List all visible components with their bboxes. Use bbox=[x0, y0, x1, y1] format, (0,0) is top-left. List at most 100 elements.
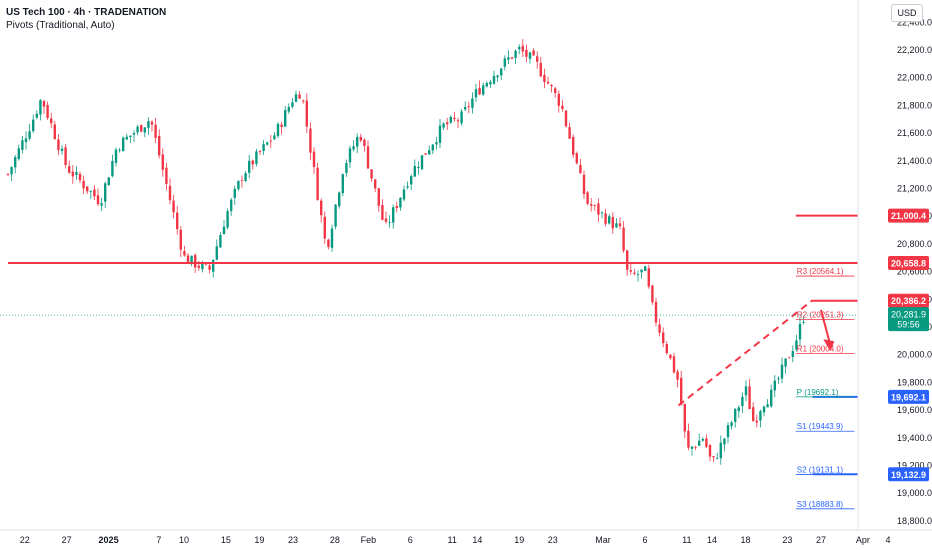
candle-body bbox=[78, 173, 82, 181]
indicator-label[interactable]: Pivots (Traditional, Auto) bbox=[6, 20, 115, 31]
candle-body bbox=[276, 124, 280, 137]
candle-body bbox=[701, 439, 704, 441]
price-tick-label: 21,400.0 bbox=[897, 156, 932, 166]
candle-body bbox=[50, 118, 53, 124]
candle-body bbox=[136, 126, 139, 133]
candle-body bbox=[82, 180, 85, 189]
candle-body bbox=[96, 195, 100, 205]
candle-body bbox=[280, 124, 283, 128]
candle-body bbox=[521, 45, 524, 52]
candle-body bbox=[86, 186, 89, 192]
candle-body bbox=[478, 87, 481, 95]
candle-body bbox=[665, 344, 668, 354]
candle-body bbox=[64, 147, 67, 166]
price-tag bbox=[888, 208, 929, 223]
candle-body bbox=[68, 166, 71, 173]
candle-body bbox=[388, 222, 391, 224]
pivot-label-s1: S1 (19443.9) bbox=[797, 422, 844, 431]
price-tag-label: 20,386.2 bbox=[891, 296, 926, 306]
pivot-label-r2: R2 (20251.3) bbox=[797, 310, 844, 319]
candle-body bbox=[730, 422, 733, 427]
time-tick-label: 27 bbox=[816, 535, 826, 545]
candle-body bbox=[305, 100, 308, 127]
candle-body bbox=[618, 223, 622, 227]
candle-body bbox=[316, 167, 319, 201]
candle-body bbox=[726, 425, 730, 438]
candle-body bbox=[532, 50, 535, 56]
candle-body bbox=[662, 332, 665, 344]
candle-body bbox=[420, 155, 424, 170]
candle-body bbox=[111, 161, 114, 177]
candle-body bbox=[723, 438, 726, 445]
candle-body bbox=[449, 116, 452, 123]
candle-body bbox=[147, 121, 150, 128]
time-tick-label: 2025 bbox=[99, 535, 119, 545]
candle-body bbox=[528, 52, 532, 59]
candle-body bbox=[273, 135, 276, 140]
candle-body bbox=[640, 269, 643, 273]
candle-body bbox=[737, 407, 740, 412]
candle-body bbox=[222, 226, 226, 235]
currency-button[interactable]: USD bbox=[891, 4, 923, 22]
candle-body bbox=[514, 50, 517, 58]
candle-body bbox=[46, 105, 49, 118]
price-tag-label: 20,658.8 bbox=[891, 258, 926, 268]
candle-body bbox=[755, 420, 758, 423]
candle-body bbox=[611, 217, 614, 229]
price-tick-label: 19,800.0 bbox=[897, 377, 932, 387]
candle-body bbox=[35, 113, 38, 118]
candlestick-series bbox=[6, 38, 805, 465]
time-tick-label: 27 bbox=[62, 535, 72, 545]
candle-body bbox=[712, 456, 715, 458]
price-tick-label: 19,600.0 bbox=[897, 405, 932, 415]
candle-body bbox=[446, 122, 449, 125]
candle-body bbox=[561, 105, 564, 110]
candle-body bbox=[154, 124, 157, 138]
candle-body bbox=[759, 411, 762, 421]
time-tick-label: 14 bbox=[472, 535, 482, 545]
candle-body bbox=[622, 227, 625, 251]
candle-body bbox=[143, 127, 146, 133]
time-tick-label: 6 bbox=[642, 535, 647, 545]
price-tick-label: 22,000.0 bbox=[897, 73, 932, 83]
candle-body bbox=[453, 117, 456, 120]
time-tick-label: 28 bbox=[330, 535, 340, 545]
candle-body bbox=[255, 151, 258, 164]
candle-body bbox=[28, 131, 31, 139]
candle-body bbox=[705, 438, 708, 447]
time-tick-label: 23 bbox=[548, 535, 558, 545]
candle-body bbox=[593, 204, 596, 206]
candle-body bbox=[298, 94, 301, 99]
candle-body bbox=[575, 153, 578, 164]
price-tick-label: 20,800.0 bbox=[897, 239, 932, 249]
candle-body bbox=[395, 205, 398, 208]
time-tick-label: 6 bbox=[408, 535, 413, 545]
last-price-value: 20,281.9 bbox=[891, 310, 926, 320]
candle-body bbox=[460, 111, 463, 124]
time-tick-label: 23 bbox=[288, 535, 298, 545]
candle-body bbox=[402, 189, 406, 200]
candle-body bbox=[237, 180, 240, 190]
candle-body bbox=[654, 301, 658, 323]
candle-body bbox=[752, 407, 755, 422]
candle-body bbox=[374, 179, 377, 189]
forecast-arrow-head bbox=[823, 339, 835, 352]
candle-body bbox=[179, 229, 182, 250]
candle-body bbox=[251, 160, 254, 165]
forecast-arrow-shaft bbox=[819, 309, 831, 342]
candle-body bbox=[482, 85, 485, 95]
candle-body bbox=[417, 166, 420, 168]
candle-body bbox=[456, 120, 460, 122]
candle-body bbox=[377, 188, 380, 206]
candle-body bbox=[392, 207, 395, 223]
candle-body bbox=[615, 223, 618, 228]
time-axis: 22 27 2025 7 10 15 19 23 28 Feb 6 11 14 19 23 Mar 6 11 14 1… bbox=[0, 529, 932, 545]
candle-body bbox=[694, 447, 697, 449]
candle-body bbox=[194, 255, 197, 268]
candle-body bbox=[338, 192, 341, 207]
candle-body bbox=[183, 251, 186, 256]
candle-body bbox=[330, 228, 334, 248]
candle-body bbox=[572, 136, 575, 155]
candle-body bbox=[370, 169, 373, 179]
